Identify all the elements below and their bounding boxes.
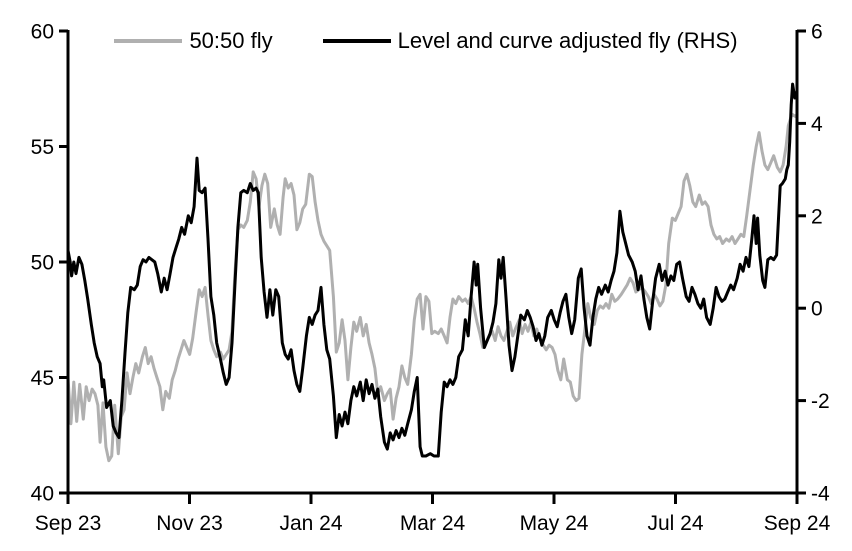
series-line-5050-fly (66, 112, 799, 463)
right-axis-tick-label: -4 (811, 483, 830, 506)
x-axis-tick-label: May 24 (520, 512, 589, 535)
x-axis-tick-label: Nov 23 (156, 512, 223, 535)
x-axis-tick-label: Mar 24 (400, 512, 466, 535)
right-axis-tick-label: 6 (811, 21, 823, 44)
series-line-adjusted-fly (66, 82, 799, 458)
left-axis-tick-label: 40 (31, 483, 54, 506)
right-axis-tick-label: 2 (811, 205, 823, 228)
x-axis-tick-label: Jan 24 (279, 512, 342, 535)
left-axis-tick-label: 60 (31, 21, 54, 44)
left-axis-tick-label: 45 (31, 367, 54, 390)
right-axis-tick-label: 4 (811, 113, 823, 136)
right-axis-tick-label: 0 (811, 298, 823, 321)
x-axis-tick-label: Jul 24 (647, 512, 703, 535)
left-axis-tick-label: 55 (31, 136, 54, 159)
x-axis-tick-label: Sep 24 (764, 512, 831, 535)
left-axis-tick-label: 50 (31, 252, 54, 275)
x-axis-tick-label: Sep 23 (35, 512, 102, 535)
right-axis-tick-label: -2 (811, 390, 830, 413)
